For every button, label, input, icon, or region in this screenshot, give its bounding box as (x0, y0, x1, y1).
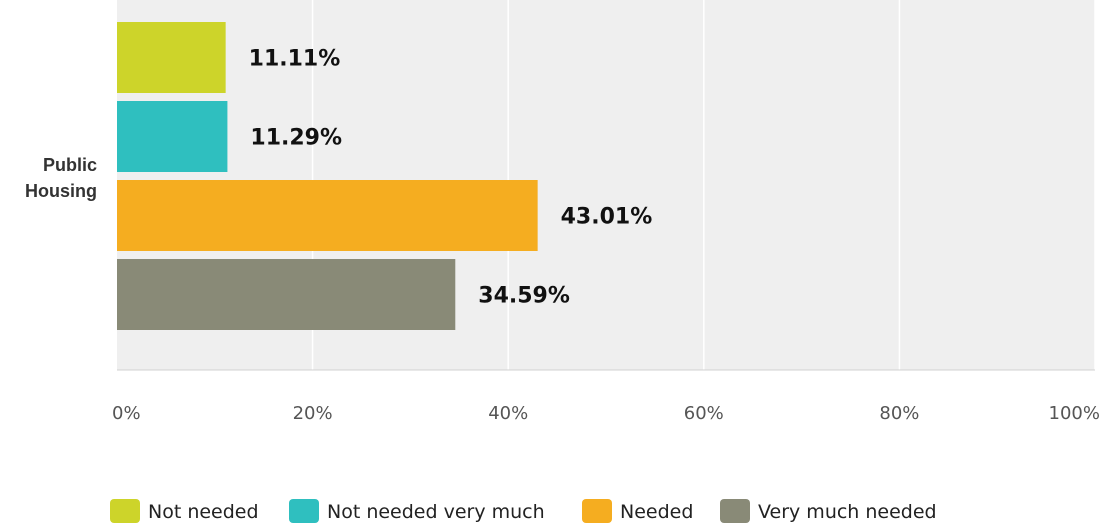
bar-very-much-needed (117, 259, 456, 330)
legend-label: Not needed very much (327, 501, 545, 523)
bar-not-needed-very-much (117, 101, 228, 172)
x-tick-label: 60% (684, 403, 724, 424)
data-label: 34.59% (478, 284, 570, 309)
legend-label: Very much needed (758, 501, 937, 523)
legend-swatch (289, 499, 319, 523)
legend-swatch (582, 499, 612, 523)
bars (117, 22, 538, 330)
bar-not-needed (117, 22, 226, 93)
value-labels: 11.11% 11.29% 43.01% 34.59% (249, 47, 653, 309)
data-label: 11.29% (250, 126, 342, 151)
x-axis-ticks: 0% 20% 40% 60% 80% 100% (112, 403, 1100, 424)
x-tick-label: 40% (488, 403, 528, 424)
legend-label: Needed (620, 501, 693, 523)
category-label-line2: Housing (25, 181, 97, 201)
legend: Not needed Not needed very much Needed Very… (110, 499, 937, 523)
x-tick-label: 0% (112, 403, 141, 424)
x-tick-label: 20% (293, 403, 333, 424)
data-label: 11.11% (249, 47, 341, 72)
data-label: 43.01% (561, 205, 653, 230)
legend-swatch (720, 499, 750, 523)
legend-swatch (110, 499, 140, 523)
legend-label: Not needed (148, 501, 259, 523)
x-tick-label: 100% (1049, 403, 1100, 424)
x-tick-label: 80% (879, 403, 919, 424)
category-label-line1: Public (43, 155, 97, 175)
bar-needed (117, 180, 538, 251)
